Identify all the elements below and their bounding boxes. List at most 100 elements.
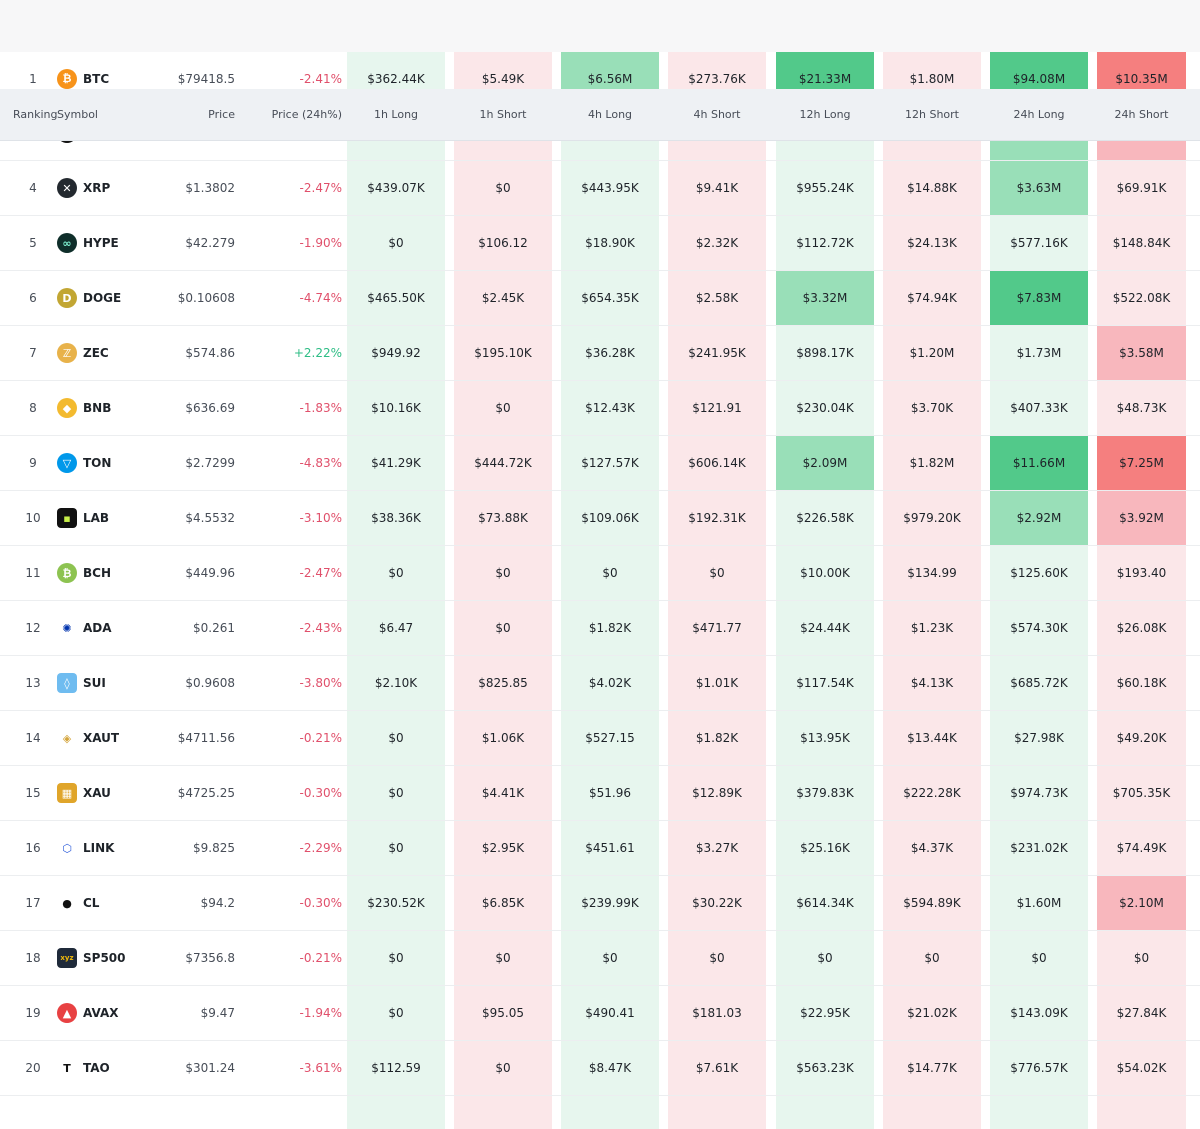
value-cell-h1-long: $0 [388,236,404,250]
value-cell-h12-short: $4.37K [910,841,954,855]
header-symbol[interactable]: Symbol [57,108,98,121]
value-cell-h4-long: $443.95K [581,181,639,195]
symbol-cell[interactable]: T TAO [57,1041,177,1095]
header-price[interactable]: Price [208,108,235,121]
table-row[interactable]: 19 ▲ AVAX $9.47 -1.94% $0 $95.05 $490.41 $181.03… [0,986,1200,1041]
symbol-cell[interactable]: ◊ SUI [57,656,177,710]
toncoin-icon: ▽ [57,453,77,473]
hyperliquid-icon: ∞ [57,233,77,253]
value-cell-h4-short: $1.01K [695,676,739,690]
table-row[interactable]: 13 ◊ SUI $0.9608 -3.80% $2.10K $825.85 $4.02K $1… [0,656,1200,711]
value-cell-h1-long: $362.44K [367,71,425,86]
rank-cell: 9 [29,456,37,470]
symbol-cell[interactable]: ▽ TON [57,436,177,490]
symbol-cell[interactable]: ● CL [57,876,177,930]
price-change-cell: -1.83% [299,401,342,415]
table-row[interactable]: 7 ℤ ZEC $574.86 +2.22% $949.92 $195.10K $36.28K… [0,326,1200,381]
price-cell: $9.47 [200,1006,235,1020]
value-cell-h1-short: $825.85 [478,676,528,690]
symbol-cell[interactable]: D DOGE [57,271,177,325]
value-cell-h12-long: $13.95K [800,731,850,745]
value-cell-h24-long: $94.08M [1012,71,1066,86]
value-cell-h4-short: $2.32K [695,236,739,250]
header-4h-short[interactable]: 4h Short [693,108,741,121]
value-cell-h12-long: $25.16K [800,841,850,855]
header-12h-short[interactable]: 12h Short [905,108,959,121]
table-row[interactable]: 5 ∞ HYPE $42.279 -1.90% $0 $106.12 $18.90K $2.32… [0,216,1200,271]
header-1h-long[interactable]: 1h Long [373,108,419,121]
price-cell: $4711.56 [177,731,235,745]
price-change-cell: -0.30% [299,786,342,800]
value-cell-h12-short: $594.89K [903,896,961,910]
header-12h-long[interactable]: 12h Long [799,108,851,121]
symbol-label: AVAX [83,1006,119,1020]
value-cell-h1-long: $6.47 [378,621,414,635]
table-row[interactable]: 4 ✕ XRP $1.3802 -2.47% $439.07K $0 $443.95K $9.4… [0,161,1200,216]
value-cell-h12-short: $13.44K [907,731,957,745]
symbol-cell[interactable]: ∞ HYPE [57,216,177,270]
value-cell-h4-short: $181.03 [692,1006,742,1020]
table-row[interactable]: 12 ✺ ADA $0.261 -2.43% $6.47 $0 $1.82K $471.77 $2… [0,601,1200,656]
symbol-cell[interactable]: ▪ LAB [57,491,177,545]
heat-block [990,436,1088,490]
value-cell-h12-short: $979.20K [903,511,961,525]
symbol-cell[interactable]: ▲ AVAX [57,986,177,1040]
value-cell-h4-long: $0 [602,951,618,965]
value-cell-h24-short: $7.25M [1119,456,1164,470]
table-row[interactable]: 15 ▦ XAU $4725.25 -0.30% $0 $4.41K $51.96 $12.89… [0,766,1200,821]
value-cell-h12-short: $14.88K [907,181,957,195]
header-24h-short[interactable]: 24h Short [1114,108,1169,121]
symbol-label: HYPE [83,236,119,250]
price-change-cell: -0.21% [299,731,342,745]
value-cell-h4-short: $121.91 [692,401,742,415]
value-cell-h1-short: $0 [495,951,511,965]
value-cell-h12-long: $0 [817,951,833,965]
value-cell-h4-long: $12.43K [585,401,635,415]
value-cell-h24-long: $2.92M [1016,511,1062,525]
rank-cell: 19 [25,1006,41,1020]
table-row[interactable]: 11 ₿ BCH $449.96 -2.47% $0 $0 $0 $0 $10.00K $134.9… [0,546,1200,601]
table-row[interactable]: 20 T TAO $301.24 -3.61% $112.59 $0 $8.47K $7.61K… [0,1041,1200,1096]
value-cell-h1-short: $0 [495,401,511,415]
symbol-cell[interactable]: ✺ ADA [57,601,177,655]
value-cell-h24-short: $522.08K [1112,291,1171,305]
rank-cell: 5 [29,236,37,250]
value-cell-h4-long: $127.57K [581,456,639,470]
table-row[interactable]: 10 ▪ LAB $4.5532 -3.10% $38.36K $73.88K $109.06… [0,491,1200,546]
price-cell: $9.825 [193,841,235,855]
rank-cell: 10 [25,511,41,525]
price-cell: $4.5532 [185,511,235,525]
table-row[interactable]: 8 ◆ BNB $636.69 -1.83% $10.16K $0 $12.43K $121.9… [0,381,1200,436]
header-price-change[interactable]: Price (24h%) [271,108,342,121]
symbol-cell[interactable]: ✕ XRP [57,161,177,215]
table-row[interactable]: 18 xyz SP500 $7356.8 -0.21% $0 $0 $0 $0 $0 $0 $0 $0 [0,931,1200,986]
table-row[interactable]: 6 D DOGE $0.10608 -4.74% $465.50K $2.45K $654.3… [0,271,1200,326]
symbol-cell[interactable]: ◆ BNB [57,381,177,435]
symbol-cell[interactable]: ℤ ZEC [57,326,177,380]
header-ranking[interactable]: Ranking [13,108,58,121]
price-change-cell: -1.94% [299,1006,342,1020]
symbol-cell[interactable]: ▦ XAU [57,766,177,820]
header-1h-short[interactable]: 1h Short [479,108,527,121]
header-24h-long[interactable]: 24h Long [1013,108,1065,121]
table-row[interactable]: 9 ▽ TON $2.7299 -4.83% $41.29K $444.72K $127.57… [0,436,1200,491]
price-cell: $4725.25 [177,786,235,800]
symbol-cell[interactable]: ◈ XAUT [57,711,177,765]
value-cell-h1-short: $2.45K [481,291,525,305]
symbol-cell[interactable]: ₿ BCH [57,546,177,600]
header-4h-long[interactable]: 4h Long [587,108,633,121]
value-cell-h12-short: $3.70K [910,401,954,415]
lab-icon: ▪ [57,508,77,528]
value-cell-h4-short: $241.95K [688,346,746,360]
table-row[interactable]: 14 ◈ XAUT $4711.56 -0.21% $0 $1.06K $527.15 $1.8… [0,711,1200,766]
symbol-label: XRP [83,181,111,195]
price-cell: $7356.8 [185,951,235,965]
symbol-cell[interactable]: ₿ BTC [57,52,177,105]
table-row[interactable]: 17 ● CL $94.2 -0.30% $230.52K $6.85K $239.99K $3… [0,876,1200,931]
table-row[interactable]: 16 ⬡ LINK $9.825 -2.29% $0 $2.95K $451.61 $3.27K… [0,821,1200,876]
heat-block [990,161,1088,215]
value-cell-h4-short: $606.14K [688,456,746,470]
symbol-cell[interactable]: xyz SP500 [57,931,177,985]
symbol-cell[interactable]: ⬡ LINK [57,821,177,875]
value-cell-h12-long: $3.32M [802,291,848,305]
